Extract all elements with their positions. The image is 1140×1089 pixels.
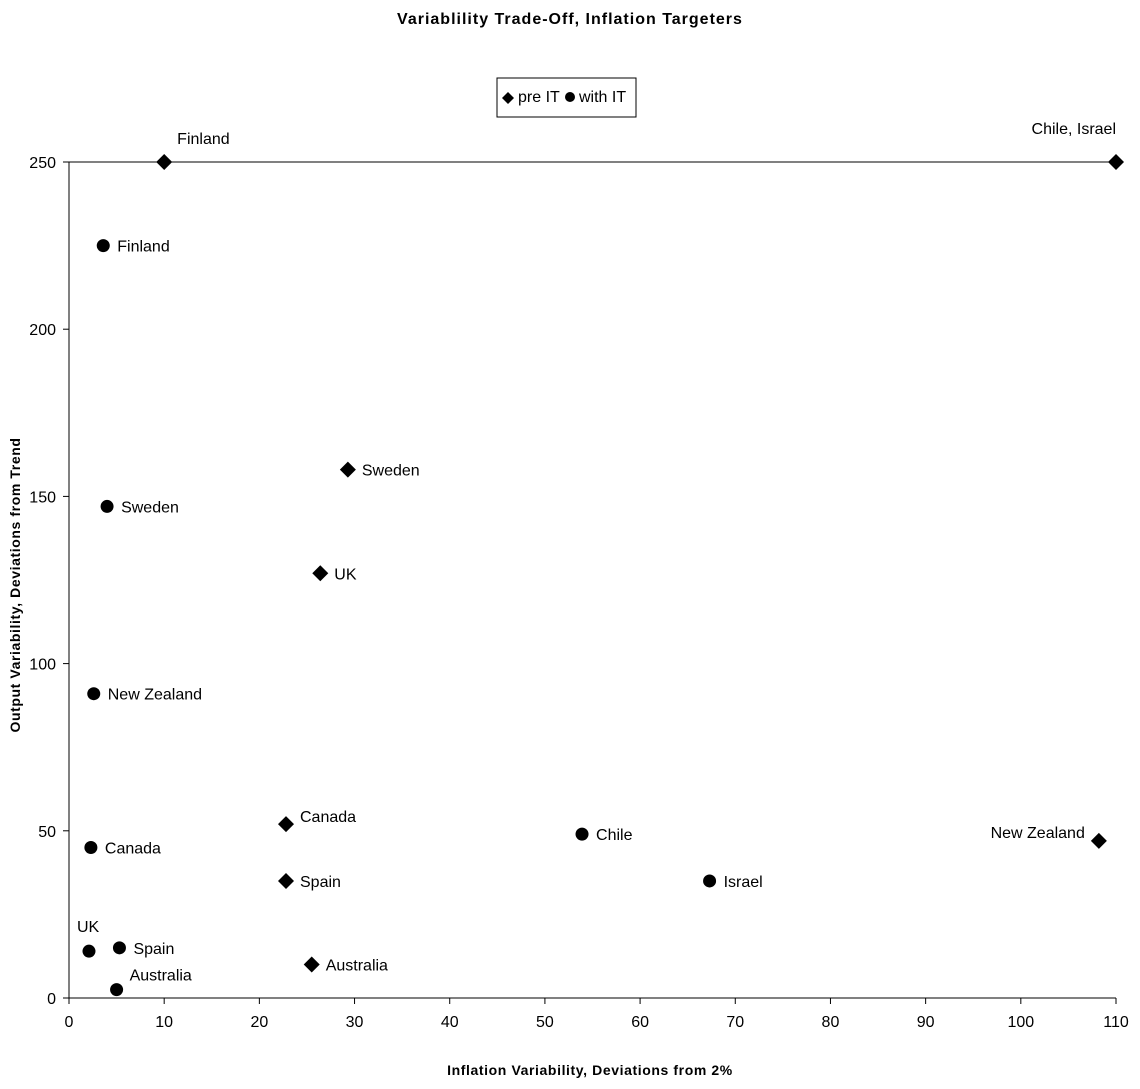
pre-it-label-new-zealand: New Zealand — [991, 825, 1085, 842]
with-it-label-canada: Canada — [105, 841, 161, 858]
x-tick-label: 90 — [917, 1014, 935, 1031]
with-it-point-chile — [575, 827, 589, 841]
x-tick-label: 110 — [1103, 1014, 1129, 1031]
pre-it-label-sweden: Sweden — [362, 463, 420, 480]
x-tick-label: 20 — [250, 1014, 268, 1031]
with-it-point-israel — [703, 874, 717, 888]
x-tick-label: 100 — [1007, 1014, 1034, 1031]
with-it-point-uk — [82, 944, 96, 958]
with-it-point-finland — [96, 239, 110, 253]
legend-label-with-it: with IT — [578, 89, 626, 106]
pre-it-point-chile-israel — [1108, 154, 1124, 170]
with-it-label-israel: Israel — [724, 874, 763, 891]
with-it-label-finland: Finland — [117, 239, 169, 256]
with-it-label-chile: Chile — [596, 827, 633, 844]
y-tick-label: 50 — [38, 824, 56, 841]
x-tick-label: 30 — [346, 1014, 364, 1031]
pre-it-label-finland: Finland — [177, 131, 229, 148]
with-it-point-new-zealand — [87, 687, 101, 701]
x-tick-label: 0 — [65, 1014, 74, 1031]
with-it-label-australia: Australia — [130, 968, 192, 985]
pre-it-point-sweden — [339, 461, 356, 478]
y-axis-title: Output Variability, Deviations from Tren… — [7, 437, 23, 732]
pre-it-label-canada: Canada — [300, 809, 356, 826]
data-points: Finland Chile, Israel Sweden UK Canada Spain A… — [77, 121, 1124, 997]
x-tick-label: 80 — [822, 1014, 840, 1031]
pre-it-point-spain — [278, 872, 295, 889]
legend: pre IT with IT — [496, 77, 637, 118]
y-tick-label: 200 — [29, 322, 56, 339]
legend-marker-pre-it — [502, 92, 514, 104]
legend-marker-with-it — [565, 92, 575, 102]
axes — [68, 161, 1116, 999]
y-tick-label: 250 — [29, 155, 56, 172]
with-it-point-canada — [84, 841, 98, 855]
x-tick-label: 70 — [726, 1014, 744, 1031]
y-tick-label: 100 — [29, 657, 56, 674]
pre-it-point-australia — [303, 956, 320, 973]
chart-title: Variablility Trade-Off, Inflation Target… — [397, 11, 743, 28]
pre-it-label-spain: Spain — [300, 874, 341, 891]
pre-it-label-chile-israel: Chile, Israel — [1032, 121, 1116, 138]
with-it-label-uk: UK — [77, 919, 100, 936]
legend-label-pre-it: pre IT — [518, 89, 560, 106]
x-tick-label: 10 — [155, 1014, 173, 1031]
x-axis-ticks: 0 10 20 30 40 50 60 70 80 90 100 110 — [65, 998, 1129, 1031]
with-it-point-sweden — [100, 499, 114, 513]
pre-it-label-australia: Australia — [326, 958, 388, 975]
with-it-point-australia — [110, 983, 124, 997]
pre-it-point-canada — [278, 816, 295, 833]
y-tick-label: 0 — [47, 991, 56, 1008]
with-it-label-sweden: Sweden — [121, 499, 179, 516]
pre-it-point-new-zealand — [1090, 832, 1107, 849]
x-axis-title: Inflation Variability, Deviations from 2… — [447, 1062, 733, 1078]
pre-it-label-uk: UK — [334, 566, 357, 583]
x-tick-label: 60 — [631, 1014, 649, 1031]
x-tick-label: 40 — [441, 1014, 459, 1031]
with-it-label-spain: Spain — [133, 941, 174, 958]
with-it-label-new-zealand: New Zealand — [108, 687, 202, 704]
y-tick-label: 150 — [29, 489, 56, 506]
pre-it-point-uk — [312, 565, 329, 582]
x-tick-label: 50 — [536, 1014, 554, 1031]
with-it-point-spain — [112, 941, 126, 955]
y-axis-ticks: 0 50 100 150 200 250 — [29, 155, 69, 1008]
pre-it-point-finland — [156, 154, 173, 170]
